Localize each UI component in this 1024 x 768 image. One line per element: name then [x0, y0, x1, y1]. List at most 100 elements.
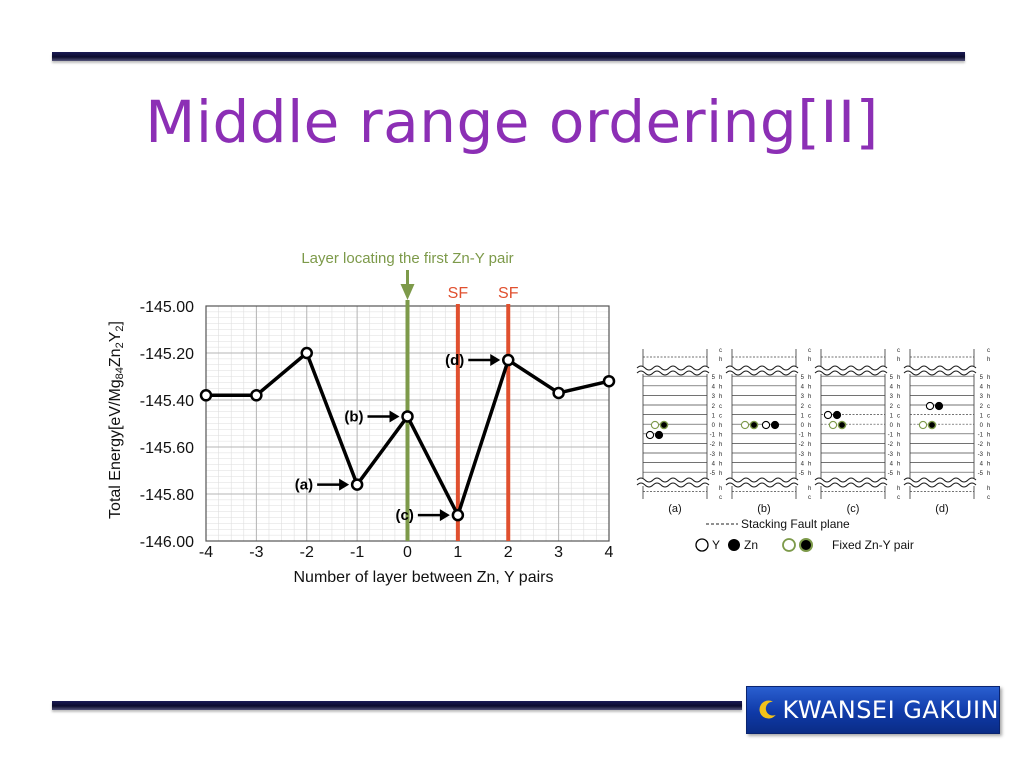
layer-type-label: h: [897, 486, 900, 492]
layer-number-label: -5: [799, 471, 805, 477]
x-tick-label: 0: [403, 544, 412, 561]
break-mask: [726, 478, 802, 486]
layer-number-label: 4: [980, 385, 984, 391]
layer-number-label: -5: [888, 471, 894, 477]
layer-type-label: h: [987, 394, 990, 400]
y-axis-label: Total Energy[eV/Mg84Zn2Y2]: [107, 321, 126, 519]
annotation-arrow-head: [389, 410, 400, 423]
x-tick-label: -1: [350, 544, 364, 561]
y-atom: [828, 420, 838, 430]
layer-number-label: 4: [712, 385, 716, 391]
break-wave: [903, 365, 977, 371]
layer-number-label: -1: [978, 433, 984, 439]
layer-number-label: -3: [710, 452, 716, 458]
break-wave: [636, 482, 710, 488]
y-atom: [650, 420, 660, 430]
y-axis-label-part: 2: [114, 342, 126, 348]
y-axis-label-part: ]: [107, 321, 124, 325]
sf-label: SF: [448, 285, 469, 302]
data-point: [199, 389, 213, 402]
fixed-zn-y-pair: [740, 420, 759, 430]
break-wave: [814, 370, 888, 376]
layer-number-label: 2: [980, 404, 984, 410]
y-atom: [645, 430, 655, 440]
layer-type-label: c: [808, 495, 811, 501]
x-tick-label: -2: [300, 544, 314, 561]
layer-number-label: 2: [801, 404, 805, 410]
break-wave: [814, 365, 888, 371]
y-axis-label-part: Zn: [107, 348, 124, 367]
panel-label: (d): [935, 503, 948, 515]
y-atom: [761, 420, 771, 430]
x-tick-label: 3: [554, 544, 563, 561]
layer-type-label: c: [719, 495, 722, 501]
layer-type-label: h: [808, 375, 811, 381]
layer-number-label: 3: [980, 394, 984, 400]
layer-type-label: c: [987, 348, 990, 354]
diagram-panel: (c)ch5 h4 h3 h2 c1 c0 h-1 h-2 h-3 h4 h-5 hhc: [814, 348, 900, 515]
fixed-zn-atom-legend: [799, 538, 813, 552]
y-axis-label-part: Total Energy[eV/Mg: [107, 379, 124, 519]
layer-type-label: h: [897, 442, 900, 448]
break-wave: [636, 365, 710, 371]
data-point: [552, 386, 565, 400]
layer-number-label: 0: [890, 423, 894, 429]
layer-number-label: 3: [712, 394, 716, 400]
layer-number-label: -2: [799, 442, 805, 448]
fixed-y-atom-legend: [782, 538, 796, 552]
data-point: [451, 508, 465, 522]
zn-y-pair: [925, 401, 944, 411]
annotation-label: (d): [445, 352, 464, 369]
layer-number-label: 1: [801, 413, 805, 419]
layer-type-label: h: [987, 433, 990, 439]
panel-label: (a): [668, 503, 681, 515]
zn-atom: [659, 420, 669, 430]
layer-number-label: -5: [978, 471, 984, 477]
y-tick-label: -145.20: [140, 346, 194, 363]
diagram-panel: (d)ch5 h4 h3 h2 c1 c0 h-1 h-2 h-3 h4 h-5 hhc: [903, 348, 990, 515]
layer-type-label: c: [987, 404, 990, 410]
layer-type-label: h: [808, 423, 811, 429]
layer-diagram: (a)ch5 h4 h3 h2 c1 c0 h-1 h-2 h-3 h4 h-5 hhc(b)ch5 h…: [636, 348, 990, 552]
zn-atom: [837, 420, 847, 430]
y-tick-label: -145.00: [140, 299, 194, 316]
fixed-zn-y-pair: [918, 420, 937, 430]
fixed-pair-legend-label: Fixed Zn-Y pair: [832, 538, 914, 552]
data-point: [602, 374, 616, 388]
first-pair-label: Layer locating the first Zn-Y pair: [301, 250, 513, 267]
layer-type-label: c: [808, 404, 811, 410]
break-wave: [725, 365, 799, 371]
layer-number-label: 0: [980, 423, 984, 429]
x-tick-label: -4: [199, 544, 213, 561]
layer-type-label: h: [987, 452, 990, 458]
break-mask: [815, 478, 891, 486]
sf-label: SF: [498, 285, 519, 302]
y-tick-label: -146.00: [140, 534, 194, 551]
layer-type-label: h: [808, 433, 811, 439]
y-axis-label-part: 2: [114, 325, 126, 331]
layer-type-label: c: [897, 413, 900, 419]
layer-type-label: h: [808, 471, 811, 477]
data-point: [250, 389, 263, 402]
layer-type-label: c: [719, 348, 722, 354]
zn-atom: [770, 420, 780, 430]
stacking-fault-legend-label: Stacking Fault plane: [741, 517, 850, 531]
layer-type-label: h: [719, 394, 722, 400]
energy-chart: -145.00 -145.20 -145.40 -145.60 -145.80 -146.…: [107, 250, 616, 586]
layer-number-label: 5: [712, 375, 716, 381]
panel-label: (b): [757, 503, 770, 515]
break-wave: [725, 370, 799, 376]
layer-number-label: 5: [980, 375, 984, 381]
layer-number-label: 2: [712, 404, 716, 410]
data-point: [401, 410, 414, 423]
layer-number-label: 1: [980, 413, 984, 419]
break-wave: [636, 477, 710, 483]
layer-type-label: h: [987, 461, 990, 467]
y-atom: [740, 420, 750, 430]
layer-number-label: 3: [890, 394, 894, 400]
fixed-zn-y-pair: [650, 420, 669, 430]
annotation-arrow-head: [490, 354, 501, 367]
layer-number-label: -2: [710, 442, 716, 448]
layer-number-label: -3: [888, 452, 894, 458]
